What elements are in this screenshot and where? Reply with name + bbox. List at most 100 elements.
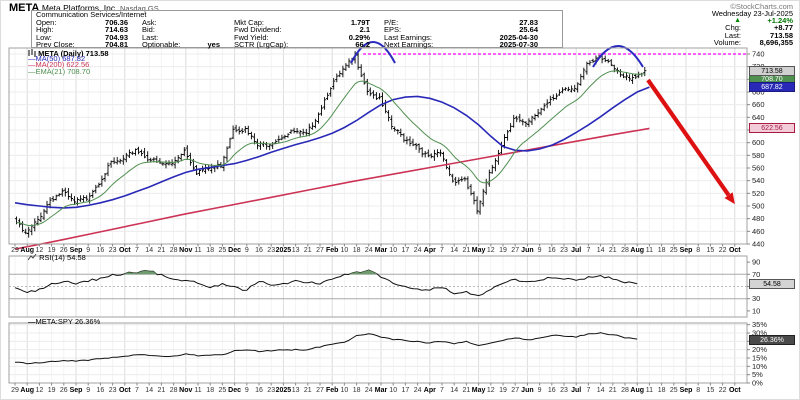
svg-text:Sep: Sep [680, 247, 693, 254]
svg-text:90: 90 [752, 258, 760, 267]
svg-text:Oct: Oct [729, 247, 741, 254]
svg-text:12: 12 [487, 247, 495, 254]
svg-text:10: 10 [341, 247, 349, 254]
quote-date: Wednesday 23-Jul-2025 [711, 9, 793, 18]
svg-text:18: 18 [658, 387, 666, 394]
svg-text:29: 29 [11, 387, 19, 394]
svg-text:18: 18 [206, 387, 214, 394]
svg-text:13: 13 [292, 387, 300, 394]
svg-text:13: 13 [292, 247, 300, 254]
svg-text:16: 16 [255, 247, 263, 254]
svg-text:23: 23 [109, 387, 117, 394]
svg-text:0%: 0% [752, 379, 763, 388]
ma200-legend: —MA(200) 622.56 [28, 60, 90, 70]
svg-text:15: 15 [707, 387, 715, 394]
svg-text:23: 23 [560, 387, 568, 394]
svg-text:Oct: Oct [119, 387, 131, 394]
company-name: Meta Platforms, Inc. [41, 3, 118, 13]
svg-text:28: 28 [621, 247, 629, 254]
svg-text:22: 22 [719, 387, 727, 394]
svg-text:Mar: Mar [375, 247, 388, 254]
stat-prev-close: Prev Close: 704.81 [36, 39, 128, 49]
stat-eps: EPS: 25.64 [384, 25, 538, 35]
svg-text:Sep: Sep [680, 387, 693, 394]
svg-text:Jul: Jul [571, 247, 581, 254]
svg-text:18: 18 [353, 247, 361, 254]
svg-text:27: 27 [511, 247, 519, 254]
svg-text:740: 740 [752, 50, 765, 59]
svg-text:21: 21 [609, 387, 617, 394]
stat-next-earnings: Next Earnings: 2025-07-30 [384, 39, 538, 49]
quote-panel: Wednesday 23-Jul-2025 ▲ +1.24% Chg: +8.77… [643, 10, 793, 46]
svg-text:7: 7 [586, 247, 590, 254]
svg-text:16: 16 [97, 387, 105, 394]
svg-text:70: 70 [752, 270, 760, 279]
svg-text:12: 12 [36, 387, 44, 394]
svg-text:12: 12 [487, 387, 495, 394]
svg-text:7: 7 [440, 387, 444, 394]
svg-text:18: 18 [658, 247, 666, 254]
svg-text:25: 25 [219, 387, 227, 394]
svg-text:11: 11 [646, 387, 653, 394]
svg-text:17: 17 [402, 247, 410, 254]
exchange-name: Nasdaq GS [119, 4, 159, 13]
svg-text:Apr: Apr [424, 247, 436, 254]
stat-low: Low: 704.93 [36, 32, 128, 42]
indicator-icon [28, 254, 37, 261]
last-price-box: 713.58 [749, 65, 795, 76]
svg-text:Aug: Aug [20, 247, 34, 254]
svg-text:9: 9 [245, 247, 249, 254]
svg-text:Apr: Apr [424, 387, 436, 394]
stat-last: Last: [142, 32, 159, 42]
svg-text:Aug: Aug [20, 387, 34, 394]
svg-text:16: 16 [255, 387, 263, 394]
svg-text:Aug: Aug [630, 247, 644, 254]
svg-text:560: 560 [752, 164, 765, 173]
svg-text:Jun: Jun [521, 247, 533, 254]
svg-text:640: 640 [752, 113, 765, 122]
svg-text:21: 21 [463, 247, 471, 254]
svg-text:11: 11 [194, 387, 201, 394]
svg-text:24: 24 [414, 387, 422, 394]
svg-text:23: 23 [560, 247, 568, 254]
svg-text:Jul: Jul [571, 387, 581, 394]
svg-text:2025: 2025 [276, 247, 292, 254]
svg-text:14: 14 [450, 247, 458, 254]
svg-text:21: 21 [463, 387, 471, 394]
svg-text:2025: 2025 [276, 387, 292, 394]
svg-text:14: 14 [450, 387, 458, 394]
svg-text:680: 680 [752, 88, 765, 97]
svg-text:15: 15 [707, 247, 715, 254]
svg-text:28: 28 [170, 247, 178, 254]
copyright-label: ©StockCharts.com [730, 2, 793, 11]
svg-text:26: 26 [60, 387, 68, 394]
svg-text:Oct: Oct [729, 387, 741, 394]
stat-optionable: Optionable: yes [142, 39, 220, 49]
svg-text:23: 23 [267, 387, 275, 394]
ema21-legend: —EMA(21) 708.70 [28, 66, 91, 76]
stat-bid: Bid: [142, 25, 155, 35]
svg-text:21: 21 [158, 247, 166, 254]
svg-text:16: 16 [548, 247, 556, 254]
svg-text:29: 29 [11, 247, 19, 254]
svg-text:8: 8 [696, 247, 700, 254]
fundamentals-grid: Open: 706.36 Ask: Mkt Cap: 1.79T P/E: 27.83… [36, 18, 558, 49]
stat-mktcap: Mkt Cap: 1.79T [234, 18, 370, 27]
svg-text:14: 14 [145, 387, 153, 394]
svg-text:10: 10 [752, 306, 760, 315]
svg-text:14: 14 [597, 247, 605, 254]
svg-text:15%: 15% [752, 353, 767, 362]
svg-text:30%: 30% [752, 328, 767, 337]
svg-text:26: 26 [60, 247, 68, 254]
svg-text:7: 7 [586, 387, 590, 394]
rsi-value-box: 54.58 [749, 279, 795, 289]
svg-text:23: 23 [109, 247, 117, 254]
stat-fwd-yield: Fwd Yield: 0.29% [234, 32, 370, 42]
fundamentals-box: Communication Services/Internet Open: 706… [31, 10, 563, 48]
svg-text:25: 25 [670, 387, 678, 394]
svg-text:7: 7 [135, 387, 139, 394]
svg-text:20%: 20% [752, 345, 767, 354]
svg-text:16: 16 [548, 387, 556, 394]
svg-text:14: 14 [597, 387, 605, 394]
